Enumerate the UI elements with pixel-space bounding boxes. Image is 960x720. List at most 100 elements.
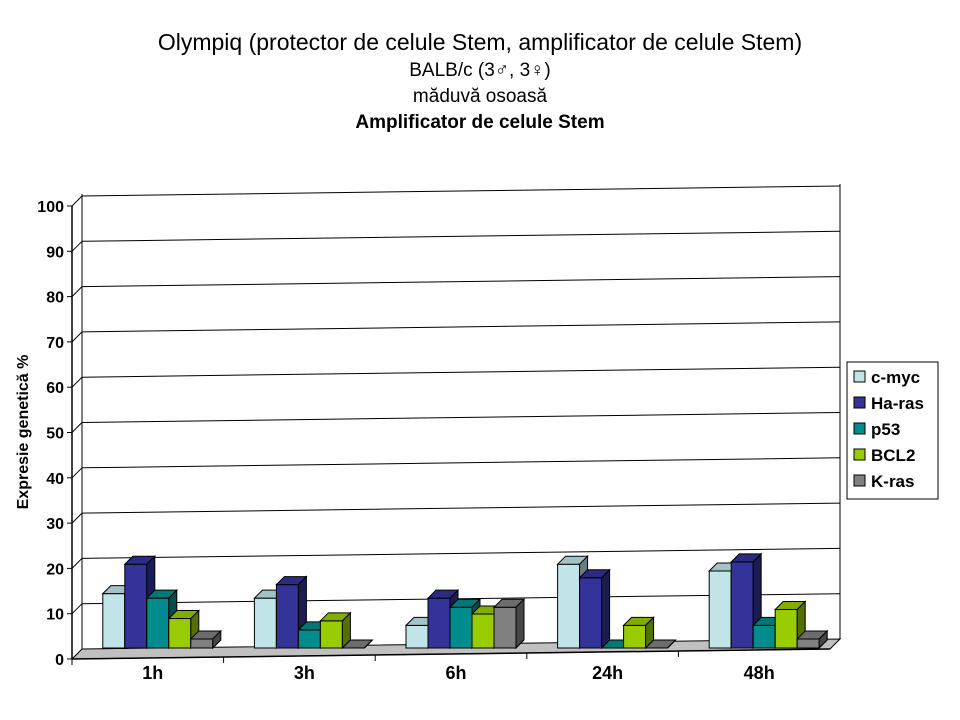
gridline	[81, 457, 841, 469]
legend-label: Ha-ras	[871, 394, 924, 413]
bar-front	[253, 597, 277, 649]
y-tick-label: 90	[46, 244, 64, 261]
category-label: 48h	[744, 663, 775, 683]
category-label: 6h	[445, 663, 466, 683]
bar-Ha-ras-3h	[275, 575, 308, 650]
bar-side	[212, 629, 222, 650]
bar-side	[667, 639, 676, 649]
bar-K-ras-24h	[644, 639, 677, 649]
axes	[67, 205, 831, 665]
bar-side	[364, 639, 373, 649]
bar-K-ras-1h	[189, 629, 223, 650]
legend-label: BCL2	[871, 446, 915, 465]
y-tick-label: 100	[37, 199, 64, 216]
x-axis	[71, 648, 831, 660]
bar-front	[774, 608, 798, 649]
bar-K-ras-48h	[795, 629, 829, 650]
y-tick-label: 80	[46, 290, 64, 307]
bar-Ha-ras-48h	[729, 552, 763, 650]
bar-K-ras-6h	[492, 598, 526, 650]
y-tick-labels: 0 10 20 30 40 50 60 70 80 90 100	[37, 199, 64, 669]
legend-swatch	[853, 396, 866, 409]
chart-subtitle-strain: BALB/c (3♂, 3♀)	[409, 60, 551, 81]
y-axis-label: Expresie genetică %	[15, 355, 32, 510]
bar-front	[752, 624, 776, 649]
bar-front	[297, 629, 321, 649]
gridline-side	[71, 512, 83, 524]
legend-swatch	[853, 370, 866, 383]
bar-front	[708, 570, 732, 649]
bar-front	[190, 638, 214, 649]
category-labels: 1h 3h 6h 24h 48h	[142, 663, 774, 683]
category-label: 3h	[294, 663, 315, 683]
bar-front	[405, 624, 429, 649]
legend-label: K-ras	[871, 472, 914, 491]
bar-front	[730, 561, 754, 649]
chart-subtitle-tissue: măduvă osoasă	[412, 86, 548, 107]
gridline-side	[71, 195, 83, 207]
y-tick-label: 50	[46, 426, 64, 443]
legend: c-myc Ha-ras p53 BCL2 K-ras	[846, 361, 939, 500]
gridline	[81, 502, 841, 514]
bar-front	[471, 613, 495, 649]
y-tick-label: 60	[46, 380, 64, 397]
y-tick-label: 20	[46, 561, 64, 578]
bar-side	[818, 629, 828, 650]
legend-item-K-ras: K-ras	[853, 472, 914, 491]
bar-front	[275, 584, 299, 649]
bar-front	[557, 563, 581, 649]
chart-subtitle-bold: Amplificator de celule Stem	[355, 112, 605, 133]
bar-front	[449, 606, 473, 649]
bar-BCL2-24h	[622, 616, 655, 650]
bar-front	[124, 563, 148, 649]
bar-front	[579, 577, 603, 649]
bar-side	[601, 568, 611, 650]
category-label: 24h	[592, 663, 623, 683]
y-tick-label: 70	[46, 335, 64, 352]
bar-front	[796, 638, 820, 649]
gridline-side	[71, 240, 83, 252]
gridline-side	[71, 603, 83, 615]
category-label: 1h	[142, 663, 163, 683]
bar-side	[515, 598, 525, 650]
gridline	[81, 230, 841, 242]
legend-item-p53: p53	[853, 420, 900, 439]
bar-front	[146, 597, 170, 649]
y-tick-label: 0	[55, 652, 64, 669]
bar-front	[319, 620, 343, 649]
gridline-side	[71, 331, 83, 343]
bar-front	[427, 597, 451, 649]
y-tick-label: 10	[46, 607, 64, 624]
bar-front	[623, 624, 647, 649]
gridline	[81, 321, 841, 333]
gridline	[81, 366, 841, 378]
legend-label: p53	[871, 420, 900, 439]
legend-item-Ha-ras: Ha-ras	[853, 394, 924, 413]
legend-swatch	[853, 422, 866, 435]
gridline-side	[71, 376, 83, 388]
legend-item-BCL2: BCL2	[853, 446, 915, 465]
chart-title: Olympiq (protector de celule Stem, ampli…	[157, 29, 803, 55]
gridline	[81, 547, 841, 559]
bars	[101, 552, 829, 650]
bar-BCL2-3h	[319, 611, 352, 650]
bar-front	[168, 618, 192, 649]
chart-titles: Olympiq (protector de celule Stem, ampli…	[0, 26, 960, 136]
bar-front	[493, 606, 517, 649]
legend-item-c-myc: c-myc	[853, 368, 920, 387]
y-tick-label: 40	[46, 471, 64, 488]
legend-swatch	[853, 474, 866, 487]
y-tick-label: 30	[46, 516, 64, 533]
gridline	[81, 412, 841, 423]
gridline-side	[71, 286, 83, 297]
gridline	[81, 185, 841, 197]
legend-label: c-myc	[871, 368, 920, 387]
gridline-side	[71, 422, 83, 433]
bar-Ha-ras-24h	[578, 568, 611, 650]
gridline	[81, 276, 841, 288]
bar-front	[102, 593, 126, 649]
gridline-side	[71, 558, 83, 569]
gridline-side	[71, 467, 83, 479]
legend-swatch	[853, 448, 866, 461]
